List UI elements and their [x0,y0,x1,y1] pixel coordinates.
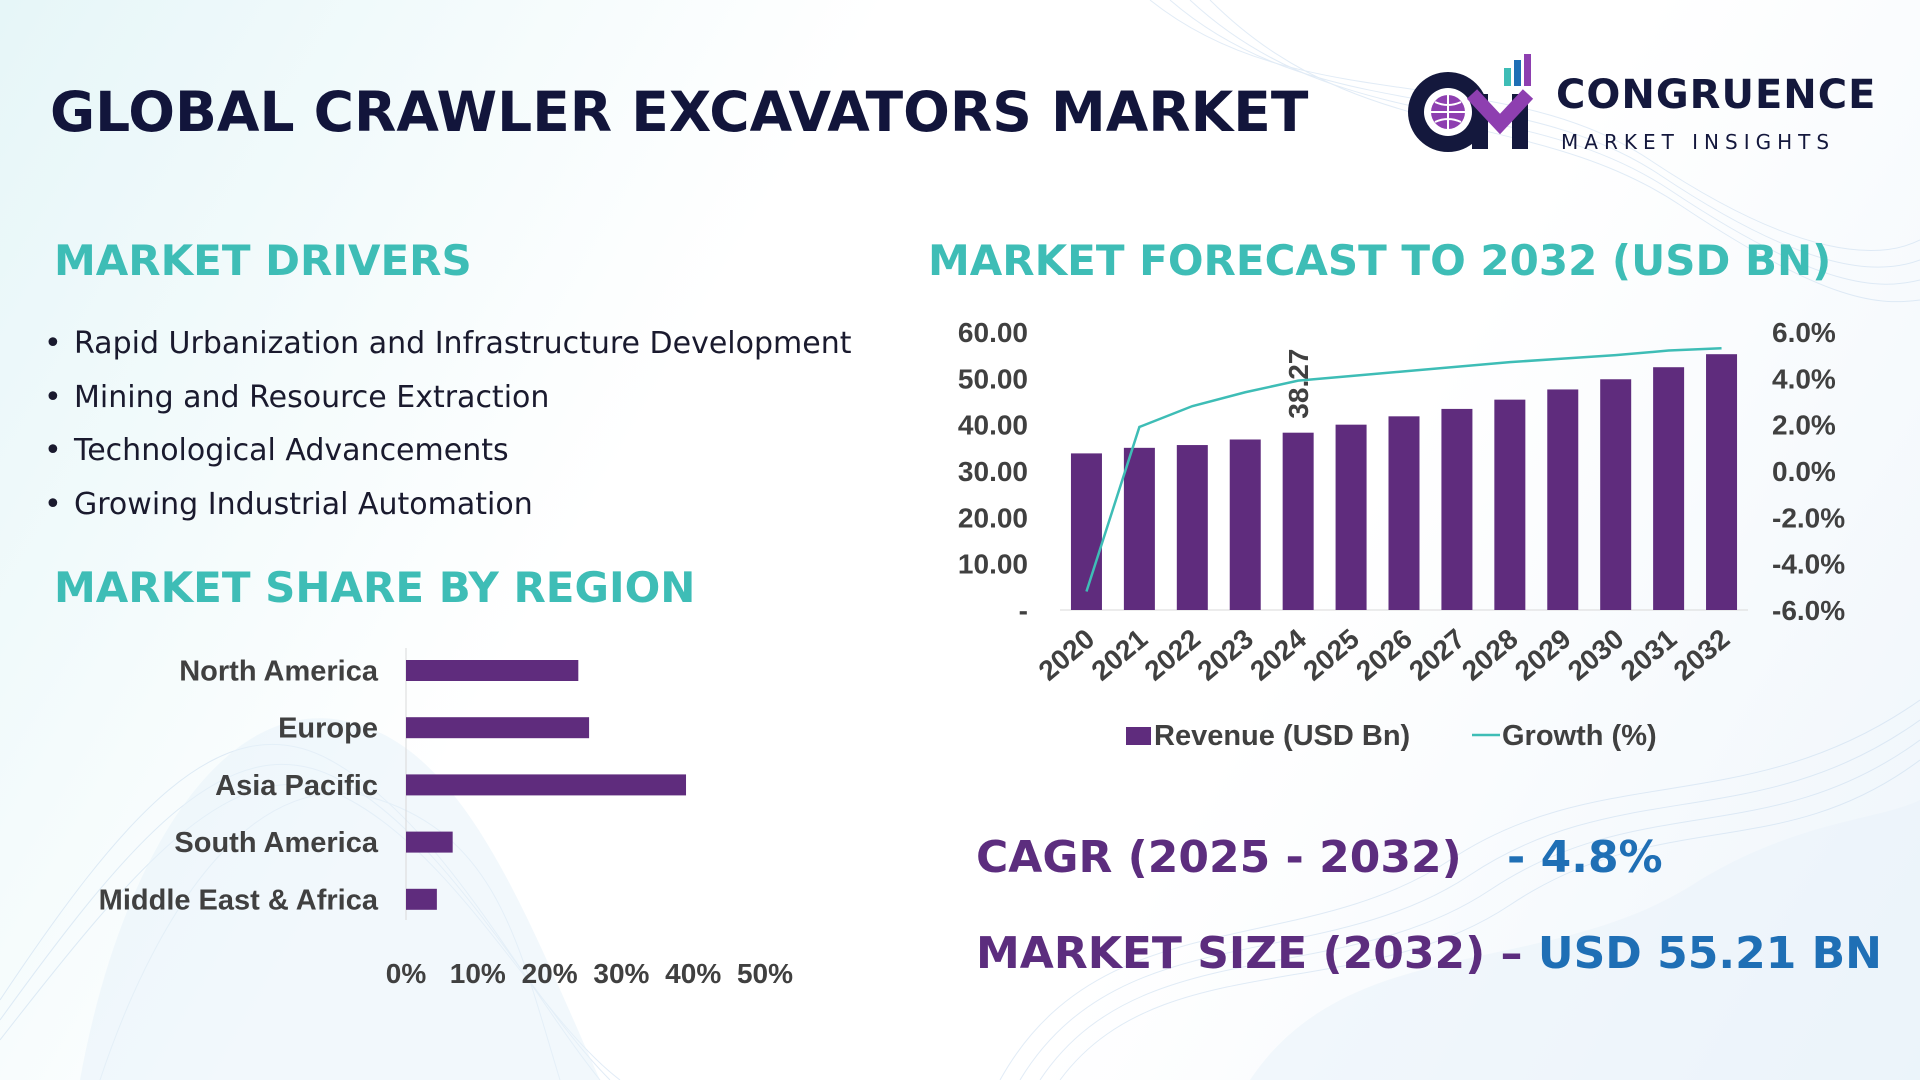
revenue-bar [1229,439,1261,610]
legend-revenue-swatch [1126,727,1151,745]
bullet-icon: • [44,486,62,522]
region-label: North America [179,656,379,688]
market-size-value: USD 55.21 BN [1537,928,1882,979]
forecast-y2-tick: 4.0% [1772,363,1836,394]
drivers-list: • Rapid Urbanization and Infrastructure D… [44,322,851,536]
region-label: Europe [278,713,378,745]
forecast-x-tick: 2021 [1086,623,1154,687]
forecast-x-tick: 2023 [1191,623,1259,687]
region-bar [406,831,453,853]
forecast-x-tick: 2032 [1668,623,1736,687]
list-item: • Mining and Resource Extraction [44,376,851,430]
revenue-bar [1388,416,1420,610]
revenue-bar [1176,445,1208,610]
revenue-bar [1600,379,1632,610]
legend-revenue-label: Revenue (USD Bn) [1154,720,1410,752]
region-x-tick: 30% [593,958,649,989]
forecast-x-tick: 2026 [1350,623,1418,687]
forecast-y-tick: 50.00 [958,363,1028,394]
driver-text: Mining and Resource Extraction [74,379,550,415]
cagr-value: - 4.8% [1507,832,1663,883]
forecast-y2-tick: -6.0% [1772,595,1845,626]
market-size-label: MARKET SIZE (2032) – [976,928,1523,979]
region-bar [406,888,437,910]
growth-line [1085,346,1722,592]
logo-tagline: MARKET INSIGHTS [1561,130,1836,154]
region-heading: MARKET SHARE BY REGION [54,563,696,612]
driver-text: Technological Advancements [74,433,509,468]
region-x-tick: 40% [665,958,721,989]
forecast-y2-tick: 6.0% [1772,317,1836,348]
revenue-bar [1547,389,1579,610]
revenue-bar [1335,424,1367,610]
forecast-x-tick: 2022 [1139,623,1207,687]
forecast-y-tick: 20.00 [958,502,1028,533]
region-label: South America [174,827,378,859]
driver-text: Rapid Urbanization and Infrastructure De… [74,326,852,361]
forecast-y-tick: 30.00 [958,456,1028,487]
forecast-x-tick: 2025 [1297,623,1365,687]
forecast-x-tick: 2020 [1033,623,1101,687]
forecast-heading: MARKET FORECAST TO 2032 (USD BN) [928,236,1832,285]
region-bar [406,717,590,739]
cagr-label: CAGR (2025 - 2032) [976,832,1462,883]
company-logo: CONGRUENCE MARKET INSIGHTS [1400,54,1880,158]
forecast-y2-tick: 0.0% [1772,456,1836,487]
region-x-tick: 10% [450,958,506,989]
forecast-x-tick: 2028 [1456,623,1524,687]
forecast-y2-tick: -2.0% [1772,502,1845,533]
list-item: • Growing Industrial Automation [44,483,851,537]
revenue-bar [1441,408,1473,610]
forecast-x-tick: 2031 [1615,623,1683,687]
region-label: Middle East & Africa [99,884,379,916]
revenue-bar [1070,453,1102,610]
region-label: Asia Pacific [215,770,378,802]
cagr-stat: CAGR (2025 - 2032) - 4.8% [976,832,1663,883]
revenue-bar [1494,399,1526,610]
forecast-x-tick: 2030 [1562,623,1630,687]
revenue-bar [1706,354,1738,610]
forecast-x-tick: 2027 [1403,623,1471,687]
forecast-y-tick: 60.00 [958,317,1028,348]
revenue-data-label: 38.27 [1283,349,1314,419]
bullet-icon: • [44,433,62,468]
logo-name: CONGRUENCE [1556,72,1877,118]
drivers-heading: MARKET DRIVERS [54,236,472,285]
cm-logo-icon [1408,54,1534,152]
forecast-y-tick: 40.00 [958,410,1028,441]
region-bar [406,774,687,796]
bullet-icon: • [44,379,62,415]
market-size-stat: MARKET SIZE (2032) – USD 55.21 BN [976,928,1882,979]
page-title: GLOBAL CRAWLER EXCAVATORS MARKET [50,80,1309,144]
revenue-bar [1282,432,1314,610]
revenue-bar [1123,447,1155,610]
forecast-x-tick: 2029 [1509,623,1577,687]
region-x-tick: 50% [737,958,793,989]
list-item: • Rapid Urbanization and Infrastructure D… [44,322,851,376]
legend-growth-label: Growth (%) [1502,720,1657,752]
forecast-y-tick: 10.00 [958,549,1028,580]
forecast-y2-tick: 2.0% [1772,410,1836,441]
list-item: • Technological Advancements [44,429,851,483]
forecast-y2-tick: -4.0% [1772,549,1845,580]
region-x-tick: 0% [386,958,427,989]
revenue-bar [1653,367,1685,610]
bullet-icon: • [44,326,62,361]
forecast-x-tick: 2024 [1244,623,1312,687]
region-x-tick: 20% [522,958,578,989]
driver-text: Growing Industrial Automation [74,486,533,522]
region-bar [406,660,579,681]
forecast-y-tick: - [1019,595,1028,626]
